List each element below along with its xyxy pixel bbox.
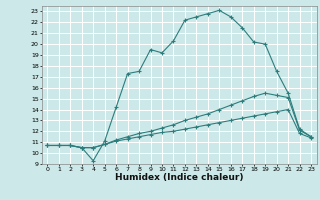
X-axis label: Humidex (Indice chaleur): Humidex (Indice chaleur) — [115, 173, 244, 182]
